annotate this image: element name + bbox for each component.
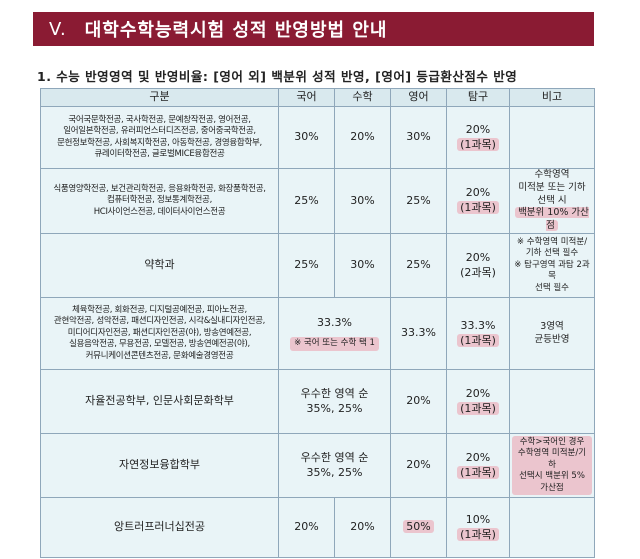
dept-cell: 자연정보융합학부 xyxy=(40,433,279,499)
header-note: 비고 xyxy=(509,88,595,107)
inquiry-cell: 20% (1과목) xyxy=(446,167,510,235)
korean-cell: 30% xyxy=(278,106,335,169)
dept-cell: 식품영양학전공, 보건관리학전공, 응용화학전공, 화장품학전공, 컴퓨터학전공… xyxy=(40,167,279,235)
table-row: 국어국문학전공, 국사학전공, 문예창작전공, 영어전공, 일어일본학전공, 유… xyxy=(40,106,595,169)
inquiry-cell: 33.3% (1과목) xyxy=(446,297,510,371)
inquiry-subjects: (1과목) xyxy=(457,465,499,479)
table-row: 앙트러프러너십전공 20% 20% 50% 10% (1과목) xyxy=(40,497,595,559)
note-cell xyxy=(509,497,595,559)
header-english: 영어 xyxy=(390,88,447,107)
choice-note: ※ 국어 또는 수학 택 1 xyxy=(290,337,379,351)
section-number: V. xyxy=(49,18,67,40)
section-banner: V. 대학수학능력시험 성적 반영방법 안내 xyxy=(33,12,594,46)
bonus-highlight: 백분위 10% 가산점 xyxy=(515,207,589,232)
english-cell: 20% xyxy=(390,433,447,499)
header-category: 구분 xyxy=(40,88,279,107)
korean-cell: 25% xyxy=(278,167,335,235)
inquiry-cell: 10% (1과목) xyxy=(446,497,510,559)
inquiry-subjects: (1과목) xyxy=(457,201,499,215)
english-cell: 25% xyxy=(390,167,447,235)
korean-cell: 25% xyxy=(278,233,335,299)
english-cell: 25% xyxy=(390,233,447,299)
note-cell: ※ 수학영역 미적분/ 기하 선택 필수 ※ 탐구영역 과탐 2과목 선택 필수 xyxy=(509,233,595,299)
header-korean: 국어 xyxy=(278,88,335,107)
math-cell: 30% xyxy=(334,233,391,299)
korean-math-cell: 우수한 영역 순 35%, 25% xyxy=(278,433,391,499)
inquiry-subjects: (1과목) xyxy=(457,137,499,151)
score-ratio-table: 구분 국어 수학 영어 탐구 비고 국어국문학전공, 국사학전공, 문예창작전공… xyxy=(40,88,595,559)
bonus-highlight: 수학>국어인 경우 수학영역 미적분/기하 선택시 백분위 5% 가산점 xyxy=(512,435,592,496)
korean-math-cell: 33.3% ※ 국어 또는 수학 택 1 xyxy=(278,297,391,371)
english-highlight: 50% xyxy=(403,520,434,534)
table-row: 자연정보융합학부 우수한 영역 순 35%, 25% 20% 20% (1과목)… xyxy=(40,433,595,499)
korean-cell: 20% xyxy=(278,497,335,559)
dept-cell: 앙트러프러너십전공 xyxy=(40,497,279,559)
table-header-row: 구분 국어 수학 영어 탐구 비고 xyxy=(40,88,595,107)
english-cell: 30% xyxy=(390,106,447,169)
korean-math-cell: 우수한 영역 순 35%, 25% xyxy=(278,369,391,435)
math-cell: 30% xyxy=(334,167,391,235)
dept-cell: 국어국문학전공, 국사학전공, 문예창작전공, 영어전공, 일어일본학전공, 유… xyxy=(40,106,279,169)
dept-cell: 자율전공학부, 인문사회문화학부 xyxy=(40,369,279,435)
table-row: 자율전공학부, 인문사회문화학부 우수한 영역 순 35%, 25% 20% 2… xyxy=(40,369,595,435)
note-cell: 수학>국어인 경우 수학영역 미적분/기하 선택시 백분위 5% 가산점 xyxy=(509,433,595,499)
math-cell: 20% xyxy=(334,106,391,169)
math-cell: 20% xyxy=(334,497,391,559)
note-cell: 수학영역 미적분 또는 기하 선택 시 백분위 10% 가산점 xyxy=(509,167,595,235)
inquiry-subjects: (1과목) xyxy=(457,401,499,415)
table-row: 약학과 25% 30% 25% 20% (2과목) ※ 수학영역 미적분/ 기하… xyxy=(40,233,595,299)
inquiry-cell: 20% (1과목) xyxy=(446,433,510,499)
inquiry-cell: 20% (2과목) xyxy=(446,233,510,299)
dept-cell: 약학과 xyxy=(40,233,279,299)
inquiry-subjects: (1과목) xyxy=(457,527,499,541)
inquiry-subjects: (1과목) xyxy=(457,333,499,347)
inquiry-cell: 20% (1과목) xyxy=(446,369,510,435)
english-cell: 33.3% xyxy=(390,297,447,371)
note-cell xyxy=(509,106,595,169)
header-inquiry: 탐구 xyxy=(446,88,510,107)
dept-cell: 체육학전공, 회화전공, 디지털공예전공, 피아노전공, 관현악전공, 성악전공… xyxy=(40,297,279,371)
english-cell: 50% xyxy=(390,497,447,559)
subsection-title: 1. 수능 반영영역 및 반영비율: [영어 외] 백분위 성적 반영, [영어… xyxy=(37,69,518,84)
table-row: 식품영양학전공, 보건관리학전공, 응용화학전공, 화장품학전공, 컴퓨터학전공… xyxy=(40,167,595,235)
table-row: 체육학전공, 회화전공, 디지털공예전공, 피아노전공, 관현악전공, 성악전공… xyxy=(40,297,595,371)
note-cell xyxy=(509,369,595,435)
header-math: 수학 xyxy=(334,88,391,107)
note-cell: 3영역 균등반영 xyxy=(509,297,595,371)
inquiry-cell: 20% (1과목) xyxy=(446,106,510,169)
section-title: 대학수학능력시험 성적 반영방법 안내 xyxy=(84,20,388,41)
english-cell: 20% xyxy=(390,369,447,435)
